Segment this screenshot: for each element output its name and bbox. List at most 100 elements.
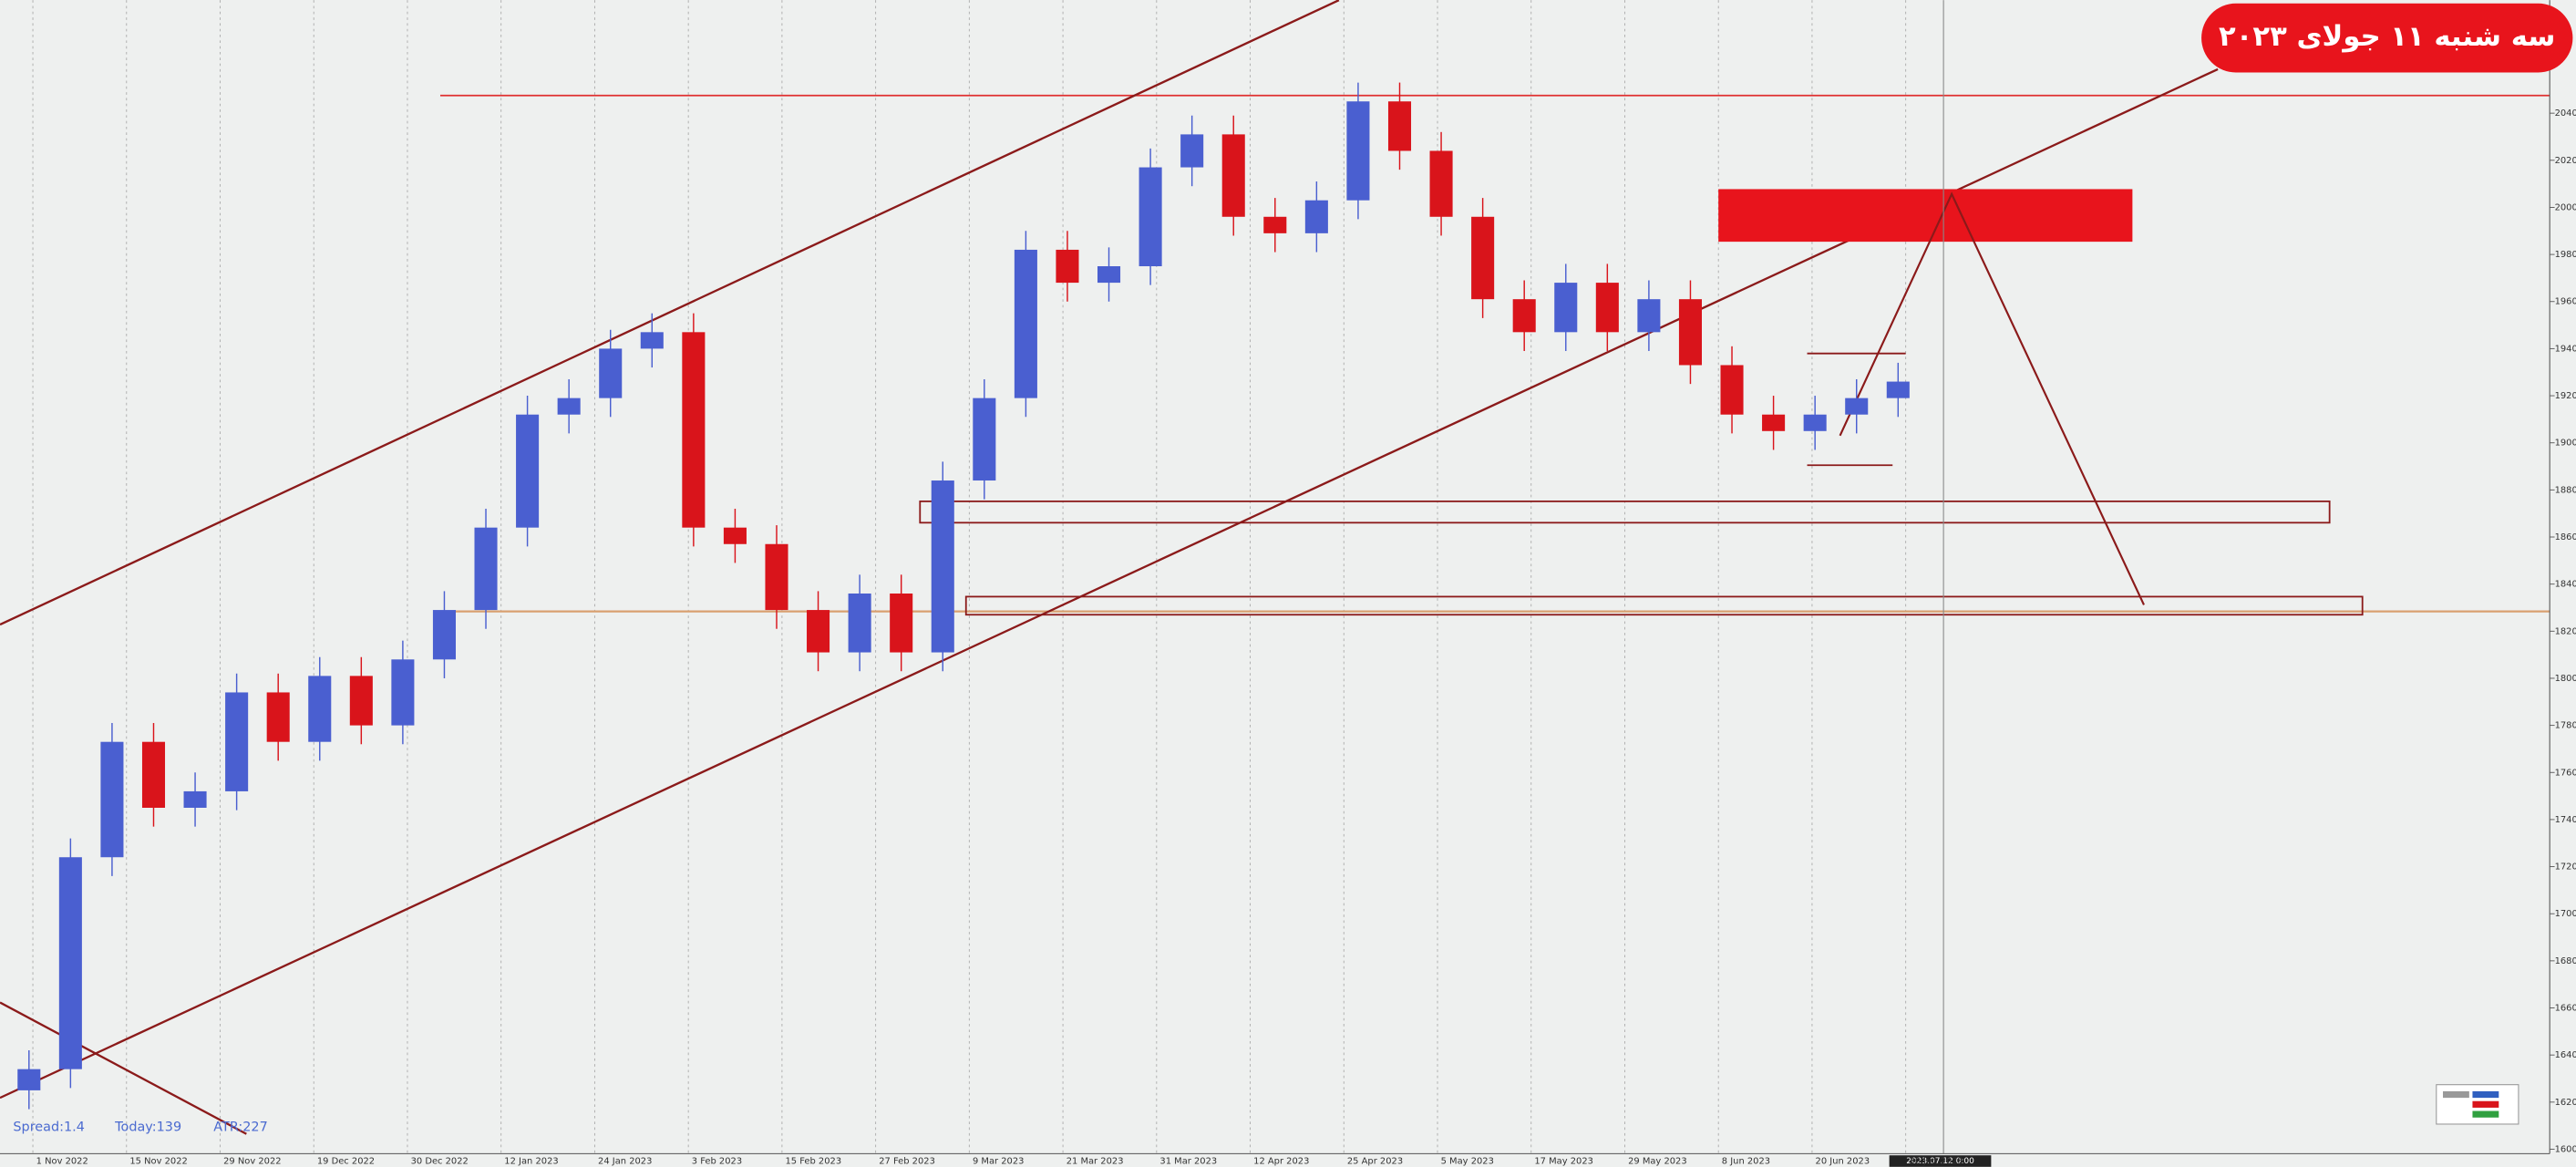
x-tick-label: 27 Feb 2023: [879, 1157, 935, 1167]
x-tick-label: 1 Nov 2022: [36, 1157, 88, 1167]
candle-body: [225, 692, 249, 791]
candle-body: [1803, 414, 1827, 431]
x-tick-label: 29 Nov 2022: [223, 1157, 281, 1167]
toolbar-icon[interactable]: [2436, 1084, 2519, 1125]
candle-body: [58, 857, 82, 1069]
x-tick-label: 29 May 2023: [1628, 1157, 1687, 1167]
candle-body: [1139, 167, 1162, 267]
x-tick-label: 31 Mar 2023: [1159, 1157, 1217, 1167]
y-tick-label: 1640: [2555, 1050, 2576, 1060]
y-tick-label: 1900: [2555, 439, 2576, 449]
candle-body: [391, 659, 415, 726]
y-tick-label: 1780: [2555, 721, 2576, 731]
icon-bar: [2443, 1090, 2469, 1099]
y-tick-label: 1920: [2555, 391, 2576, 401]
demand-zone: [919, 500, 2331, 524]
y-tick-label: 1860: [2555, 532, 2576, 542]
y-tick-label: 1600: [2555, 1144, 2576, 1154]
y-tick-label: 2020: [2555, 156, 2576, 166]
icon-bar: [2472, 1100, 2499, 1108]
y-tick-label: 1960: [2555, 297, 2576, 307]
status-spread: Spread:1.4: [13, 1121, 85, 1135]
x-tick-label: 15 Nov 2022: [129, 1157, 187, 1167]
x-tick-label: 25 Apr 2023: [1347, 1157, 1403, 1167]
x-tick-label: 15 Feb 2023: [785, 1157, 841, 1167]
candle-body: [599, 348, 623, 398]
candle-body: [349, 676, 373, 726]
candle-body: [1097, 266, 1121, 284]
candle-body: [516, 414, 540, 528]
candle-body: [1387, 101, 1412, 151]
candle-body: [1762, 414, 1786, 431]
y-tick-label: 1940: [2555, 344, 2576, 354]
x-tick-label: 24 Jan 2023: [598, 1157, 652, 1167]
demand-zone: [964, 595, 2364, 616]
y-tick-label: 1820: [2555, 626, 2576, 636]
grid: [32, 0, 1907, 1154]
icon-bar: [2472, 1110, 2499, 1118]
y-tick-label: 2040: [2555, 108, 2576, 119]
candle-body: [1056, 249, 1079, 284]
candle-body: [807, 610, 830, 653]
icon-bar: [2472, 1090, 2499, 1099]
x-tick-label: 5 May 2023: [1441, 1157, 1494, 1167]
candle-body: [765, 543, 788, 611]
drawings: [0, 0, 2550, 1154]
candle-body: [1512, 299, 1536, 333]
candle-body: [848, 593, 871, 653]
x-tick-label: 20 Jun 2023: [1816, 1157, 1870, 1167]
candle-body: [1346, 101, 1370, 201]
candle-body: [1180, 134, 1204, 168]
x-tick-label: 8 Jun 2023: [1722, 1157, 1770, 1167]
x-tick-label: 3 Feb 2023: [692, 1157, 742, 1167]
candle-body: [183, 790, 207, 809]
y-tick-label: 1720: [2555, 862, 2576, 873]
y-tick-label: 1740: [2555, 815, 2576, 825]
x-tick-label: 12 Jan 2023: [504, 1157, 558, 1167]
projection-path: [1839, 191, 2145, 605]
candle-body: [1471, 216, 1495, 300]
x-tick-label: 30 Dec 2022: [411, 1157, 469, 1167]
candle-body: [890, 593, 913, 653]
candle-body: [1221, 134, 1245, 217]
y-tick-label: 1840: [2555, 580, 2576, 590]
candle-body: [100, 741, 124, 858]
candle-body: [1014, 249, 1037, 398]
candle-body: [931, 480, 954, 653]
candle-body: [432, 610, 456, 660]
trend-line: [0, 1001, 247, 1135]
supply-zone: [1718, 189, 2133, 243]
x-tick-label: 9 Mar 2023: [973, 1157, 1025, 1167]
y-tick-label: 1700: [2555, 909, 2576, 919]
candle-body: [1263, 216, 1287, 233]
candle-body: [973, 398, 996, 481]
y-tick-label: 1800: [2555, 674, 2576, 684]
candle-body: [308, 676, 332, 742]
y-tick-label: 2000: [2555, 202, 2576, 212]
x-tick-label: 12 Apr 2023: [1253, 1157, 1309, 1167]
candle-body: [1845, 398, 1869, 415]
y-tick-label: 1880: [2555, 485, 2576, 495]
candle-body: [17, 1069, 41, 1090]
candle-body: [723, 527, 747, 544]
crosshair-label-box: [1889, 1155, 1992, 1167]
x-tick-label: 17 May 2023: [1534, 1157, 1593, 1167]
candle-body: [1429, 150, 1453, 217]
candle-body: [640, 332, 664, 349]
candle-body: [1304, 200, 1328, 233]
candle-body: [1637, 299, 1661, 333]
candle-body: [1720, 365, 1744, 415]
y-tick-label: 1680: [2555, 956, 2576, 966]
status-today: Today:139: [114, 1121, 181, 1135]
y-tick-label: 1620: [2555, 1098, 2576, 1108]
candle-body: [682, 332, 706, 528]
y-tick-label: 1660: [2555, 1004, 2576, 1014]
candle-body: [1554, 283, 1578, 333]
x-tick-label: 30 Jun 2023: [1909, 1157, 1963, 1167]
x-tick-label: 19 Dec 2022: [317, 1157, 375, 1167]
candle-body: [1886, 381, 1910, 398]
candle-body: [1595, 283, 1619, 333]
y-tick-label: 1980: [2555, 250, 2576, 260]
